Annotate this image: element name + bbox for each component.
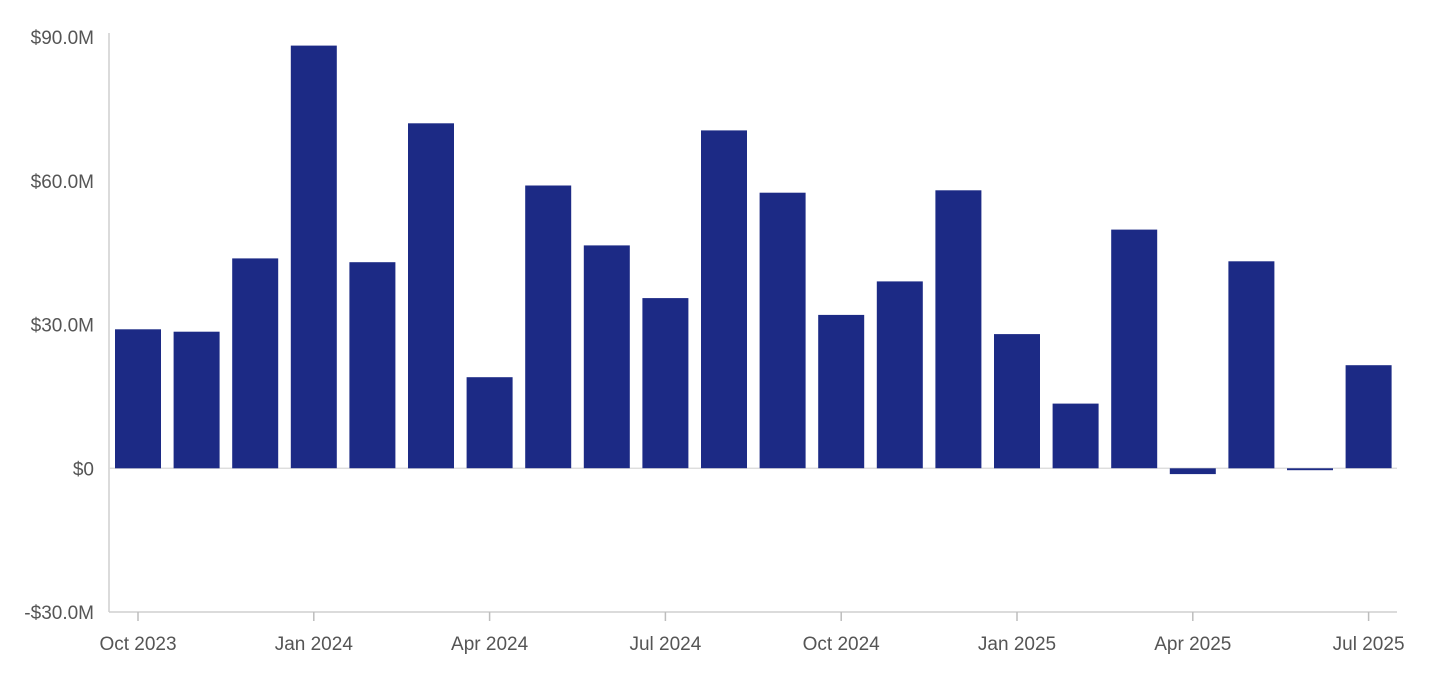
y-tick-label: $30.0M (31, 316, 94, 337)
bar-series (115, 45, 1392, 475)
bar (1169, 468, 1216, 475)
y-tick-label: -$30.0M (24, 603, 94, 624)
bar (759, 192, 806, 469)
bar (1345, 365, 1392, 469)
bar (642, 298, 689, 469)
x-tick-label: Jul 2024 (629, 634, 701, 655)
bar (1052, 403, 1099, 469)
bar (583, 245, 630, 469)
y-tick-label: $0 (73, 459, 94, 480)
y-tick-label: $90.0M (31, 28, 94, 49)
x-tick-label: Oct 2024 (803, 634, 881, 655)
x-tick-label: Apr 2025 (1154, 634, 1231, 655)
y-tick-label: $60.0M (31, 172, 94, 193)
bar (935, 190, 982, 469)
x-tick-label: Oct 2023 (99, 634, 176, 655)
x-axis: Oct 2023 Jan 2024 Apr 2024 Jul 2024 Oct 2024… (99, 611, 1405, 655)
x-tick-label: Apr 2024 (451, 634, 529, 655)
x-tick-label: Jul 2025 (1333, 634, 1405, 655)
bar (876, 281, 923, 469)
bar (818, 314, 865, 469)
bar (1287, 468, 1333, 471)
bar (115, 329, 161, 469)
bar (466, 377, 513, 469)
bar (232, 258, 279, 469)
y-axis: $90.0M $60.0M $30.0M $0 -$30.0M (24, 28, 1397, 624)
bar (1111, 229, 1158, 469)
bar (173, 331, 220, 469)
bar (701, 130, 747, 469)
bar (290, 45, 337, 469)
bar (994, 334, 1040, 469)
bar (408, 123, 454, 469)
bar (525, 185, 572, 469)
bar (1228, 261, 1275, 469)
bar (349, 262, 396, 469)
x-tick-label: Jan 2025 (978, 634, 1056, 655)
x-tick-label: Jan 2024 (275, 634, 354, 655)
